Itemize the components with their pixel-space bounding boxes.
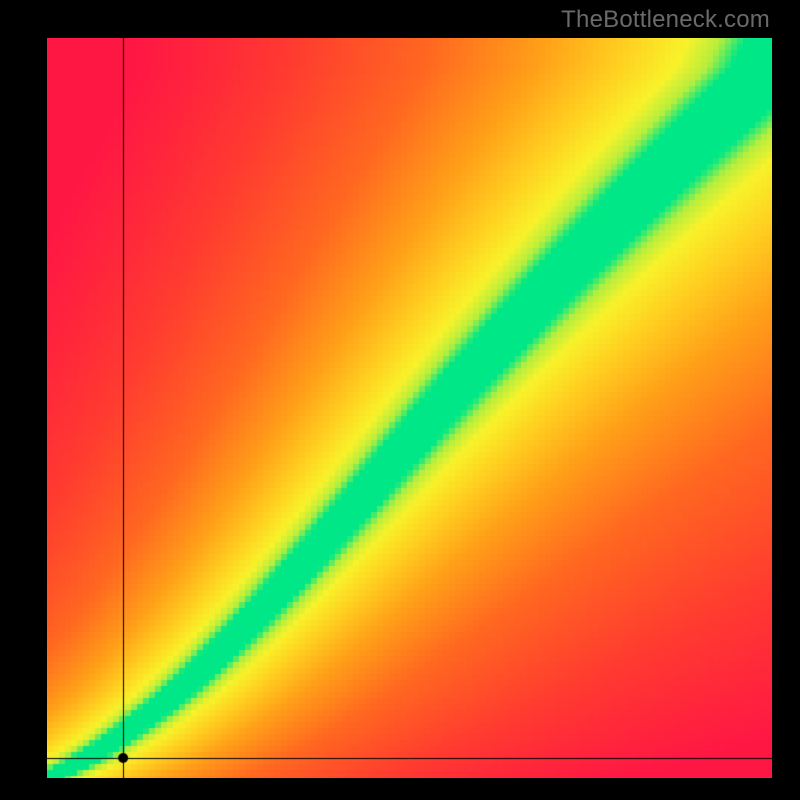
- bottleneck-heatmap: [47, 38, 772, 778]
- watermark-text: TheBottleneck.com: [561, 6, 770, 34]
- root: TheBottleneck.com: [0, 0, 800, 800]
